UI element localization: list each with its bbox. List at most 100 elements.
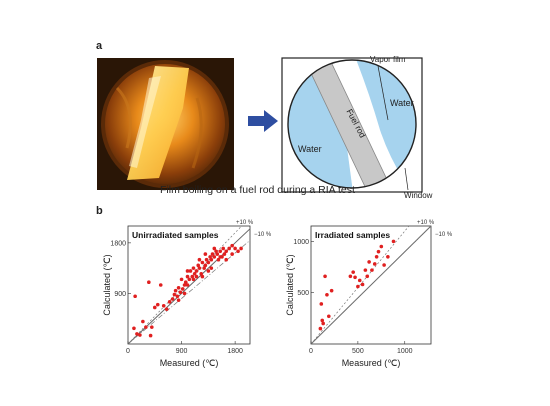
- x-tick-label: 0: [309, 348, 313, 355]
- data-point: [365, 274, 370, 279]
- data-point: [194, 269, 199, 273]
- data-point: [325, 292, 329, 297]
- x-tick-label: 0: [126, 348, 130, 355]
- data-point: [372, 262, 377, 266]
- vapor-film-leader: [377, 65, 389, 121]
- data-point: [218, 255, 223, 259]
- x-tick-label: 1800: [227, 348, 243, 355]
- photo-illustration: [97, 58, 234, 190]
- data-point: [164, 307, 169, 311]
- data-point: [183, 280, 188, 284]
- data-point: [204, 257, 209, 262]
- data-point: [236, 249, 240, 254]
- vapor-film-label: Vapor film: [370, 55, 406, 64]
- data-point: [391, 239, 396, 244]
- data-point: [182, 283, 187, 287]
- data-point: [227, 246, 231, 251]
- data-point: [318, 326, 323, 331]
- chart-title: Irradiated samples: [315, 230, 390, 240]
- plus-10-label: +10 %: [236, 220, 254, 226]
- data-point: [191, 277, 196, 282]
- data-point: [209, 266, 214, 270]
- chart-unirradiated: +10 %−10 % 0 900 1800 900 1800 Unirradiated sa…: [102, 220, 272, 368]
- window-circle: [287, 59, 417, 189]
- data-point: [179, 277, 184, 282]
- data-point: [323, 274, 327, 279]
- data-point: [196, 263, 201, 268]
- x-axis-label: Measured (℃): [160, 358, 219, 368]
- y-tick-label: 900: [114, 291, 126, 298]
- data-point: [158, 283, 163, 287]
- data-point: [176, 286, 181, 290]
- y-tick-label: 500: [297, 290, 309, 297]
- data-point: [200, 274, 205, 279]
- data-point: [172, 292, 177, 297]
- data-point: [187, 277, 192, 282]
- data-point: [224, 257, 228, 262]
- data-point: [185, 269, 190, 273]
- data-point: [218, 249, 223, 254]
- minus-10-line: [127, 240, 251, 345]
- data-point: [206, 260, 211, 265]
- y-tick-label: 1800: [110, 240, 126, 247]
- data-point: [367, 260, 371, 264]
- data-point: [356, 284, 360, 289]
- data-point: [233, 246, 237, 251]
- data-point: [360, 282, 365, 287]
- data-point: [197, 257, 202, 262]
- data-point: [144, 325, 148, 329]
- panel-a-label: a: [96, 40, 103, 52]
- data-point: [215, 252, 220, 256]
- minus-10-line: [310, 225, 432, 345]
- data-point: [178, 290, 183, 295]
- data-point: [374, 254, 379, 259]
- film-boiling-diagram: Vapor film Water Water Fuel rod Window: [281, 55, 433, 200]
- data-point: [224, 249, 228, 254]
- data-point: [185, 283, 190, 287]
- data-point: [192, 271, 197, 276]
- data-point: [197, 266, 202, 270]
- data-point: [212, 246, 217, 251]
- data-point: [363, 268, 368, 272]
- x-tick-label: 1000: [397, 348, 413, 355]
- data-point: [175, 294, 180, 299]
- data-point: [191, 266, 196, 270]
- data-point: [222, 252, 227, 256]
- data-point: [379, 244, 384, 249]
- data-point: [321, 321, 325, 326]
- data-point: [320, 318, 325, 323]
- data-point: [132, 326, 136, 331]
- data-point: [135, 332, 139, 336]
- data-point: [348, 274, 353, 279]
- data-point: [203, 263, 208, 268]
- data-point: [216, 257, 221, 262]
- data-point: [202, 266, 206, 270]
- data-point: [327, 314, 331, 319]
- data-point: [188, 269, 193, 273]
- data-point: [161, 303, 166, 308]
- x-tick-label: 500: [352, 348, 364, 355]
- data-point: [351, 270, 355, 274]
- y-axis-label: Calculated (℃): [285, 254, 295, 315]
- plus-10-line: [310, 225, 410, 345]
- data-point: [180, 287, 185, 291]
- data-point: [214, 249, 218, 254]
- data-point: [138, 333, 142, 337]
- data-point: [147, 280, 151, 284]
- x-tick-label: 900: [176, 348, 188, 355]
- data-point: [182, 291, 187, 296]
- data-point: [155, 302, 160, 307]
- panel-b-label: b: [96, 205, 103, 217]
- data-point: [210, 252, 215, 256]
- data-point: [176, 298, 181, 302]
- window-leader: [404, 167, 409, 191]
- data-point: [170, 297, 175, 301]
- fuel-rod-photo: [97, 58, 234, 190]
- window-label: Window: [404, 191, 433, 200]
- data-point: [194, 274, 199, 279]
- data-point: [167, 300, 172, 304]
- data-point: [185, 274, 190, 279]
- minus-10-label: −10 %: [254, 232, 272, 238]
- data-point: [152, 305, 157, 310]
- data-point: [221, 246, 226, 251]
